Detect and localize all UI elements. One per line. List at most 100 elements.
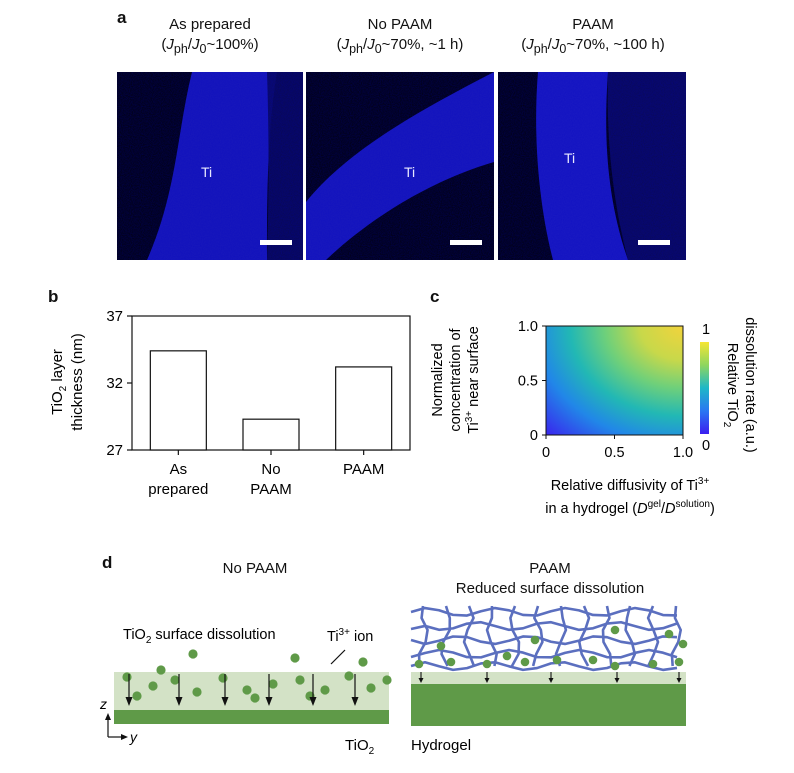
axis-z-label: z (99, 696, 107, 712)
scale-bar (450, 240, 482, 245)
dissolution-arrowhead (351, 697, 359, 706)
dissolution-diagram: TiO2 surface dissolution Ti3+ ion z y Ti… (99, 605, 688, 757)
ti3-ion-dot (192, 687, 202, 697)
bar-chart-ylabel-line2: thickness (nm) (69, 333, 86, 431)
heatmap-y-tick-label: 1.0 (518, 319, 538, 335)
y-tick-label: 27 (106, 442, 123, 459)
ti3-ion-dot (678, 639, 688, 649)
hydrogel-strand (509, 605, 521, 667)
ti3-ion-dot (382, 675, 392, 685)
ti-label-as-prepared: Ti (201, 164, 213, 180)
ti-label-paam: Ti (564, 150, 576, 166)
ti-label-no-paam: Ti (404, 164, 416, 180)
ti3-ion-dot (218, 673, 228, 683)
hydrogel-strand (462, 605, 476, 667)
micrograph-as-prepared: Ti (117, 72, 303, 260)
hydrogel-network (410, 605, 683, 672)
image-subtitle-as-prepared: (Jph/J0~100%) (161, 36, 259, 56)
image-title-no-paam: No PAAM (Jph/J0~70%, ~1 h) (306, 16, 494, 56)
heatmap-y-tick-label: 0 (530, 428, 538, 444)
bar-chart-ylabel: TiO2 layer (49, 349, 69, 415)
ti3-ion-dot (502, 651, 512, 661)
hydrogel-strand (410, 620, 678, 632)
y-tick-label: 32 (106, 375, 123, 392)
ti3-ion-dot (320, 685, 330, 695)
ti3-ion-dot (446, 657, 456, 667)
dissolution-arrowhead (484, 678, 490, 683)
scale-bar (260, 240, 292, 245)
heatmap-xlabel-line1: Relative diffusivity of Ti3+ (551, 476, 710, 494)
dissolution-arrowhead (125, 697, 133, 706)
x-tick-label: As (170, 461, 188, 478)
x-tick-label: PAAM (250, 481, 291, 498)
heatmap-x-tick-label: 1.0 (673, 445, 693, 461)
dissolution-label: TiO2 surface dissolution (123, 627, 276, 646)
dissolution-arrowhead (548, 678, 554, 683)
ti3-ion-dot (156, 665, 166, 675)
hydrogel-strand (670, 605, 683, 667)
y-tick-label: 37 (106, 308, 123, 325)
diagram-left-title: No PAAM (222, 560, 288, 577)
micrograph-as-prepared-svg (117, 72, 303, 260)
dissolution-arrowhead (265, 697, 273, 706)
ti3-ion-dot (170, 675, 180, 685)
ti3-ion-dot (122, 672, 132, 682)
ti3-ion-dot (148, 681, 158, 691)
bar-chart: TiO2 layer thickness (nm) 27 32 37 As prepa… (49, 308, 411, 498)
dissolution-arrowhead (309, 697, 317, 706)
colorbar (700, 342, 709, 434)
ti3-ion-dot (552, 655, 562, 665)
dissolution-arrowhead (221, 697, 229, 706)
ti3-ion-dot (366, 683, 376, 693)
dissolution-arrowhead (418, 678, 424, 683)
heatmap-y-tick-label: 0.5 (518, 374, 538, 390)
image-subtitle-no-paam: (Jph/J0~70%, ~1 h) (336, 36, 464, 56)
hydrogel-strand (578, 605, 591, 667)
ti3-ion-dot (664, 629, 674, 639)
heatmap-x-tick-label: 0.5 (604, 445, 624, 461)
hydrogel-strand (624, 605, 637, 667)
diagram-right-title: PAAM Reduced surface dissolution (455, 560, 645, 597)
colorbar-label-line2: dissolution rate (a.u.) (742, 317, 758, 452)
scale-bar (638, 240, 670, 245)
ti3-ion-dot (290, 653, 300, 663)
heatmap-ylabel-line3: Ti3+ near surface (464, 326, 482, 434)
dissolution-arrowhead (175, 697, 183, 706)
hydrogel-strand (440, 605, 452, 667)
ion-pointer-line (330, 649, 346, 665)
ti3-ion-dot (482, 659, 492, 669)
hydrogel-strand (601, 605, 613, 667)
micrograph-paam: Ti (498, 72, 686, 260)
bar-paam (335, 366, 393, 451)
micrograph-no-paam: Ti (306, 72, 494, 260)
ti3-ion-dot (610, 625, 620, 635)
image-subtitle-paam: (Jph/J0~70%, ~100 h) (521, 36, 665, 56)
bar-no-paam (242, 418, 300, 451)
ti3-ion-dot (358, 657, 368, 667)
hydrogel-label: Hydrogel (411, 737, 471, 754)
ti3-ion-dot (530, 635, 540, 645)
colorbar-tick-max: 1 (702, 322, 710, 338)
tio2-substrate-right (411, 684, 686, 726)
heatmap-ylabel-line2: concentration of (448, 327, 464, 431)
ti3-ion-dot (610, 661, 620, 671)
panel-d-letter: d (102, 553, 113, 572)
ti3-ion-dot (295, 675, 305, 685)
dissolution-arrowhead (676, 678, 682, 683)
axis-y-arrowhead (121, 734, 128, 740)
ti3-ion-dot (674, 657, 684, 667)
ti3-ion-dot (436, 641, 446, 651)
ion-label: Ti3+ ion (327, 627, 373, 645)
panel-a-letter: a (117, 8, 127, 27)
hydrogel-strand (417, 605, 429, 667)
x-tick-label: No (261, 461, 280, 478)
hydrogel-strand (485, 605, 498, 667)
micrograph-no-paam-svg (306, 72, 494, 260)
image-title-as-prepared: As prepared (Jph/J0~100%) (120, 16, 300, 56)
heatmap-area (545, 325, 684, 436)
bar-as-prepared (149, 350, 207, 451)
ti3-ion-dot (188, 649, 198, 659)
heatmap-x-tick-label: 0 (542, 445, 550, 461)
ti3-ion-dot (132, 691, 142, 701)
tio2-substrate-label: TiO2 (345, 737, 375, 757)
